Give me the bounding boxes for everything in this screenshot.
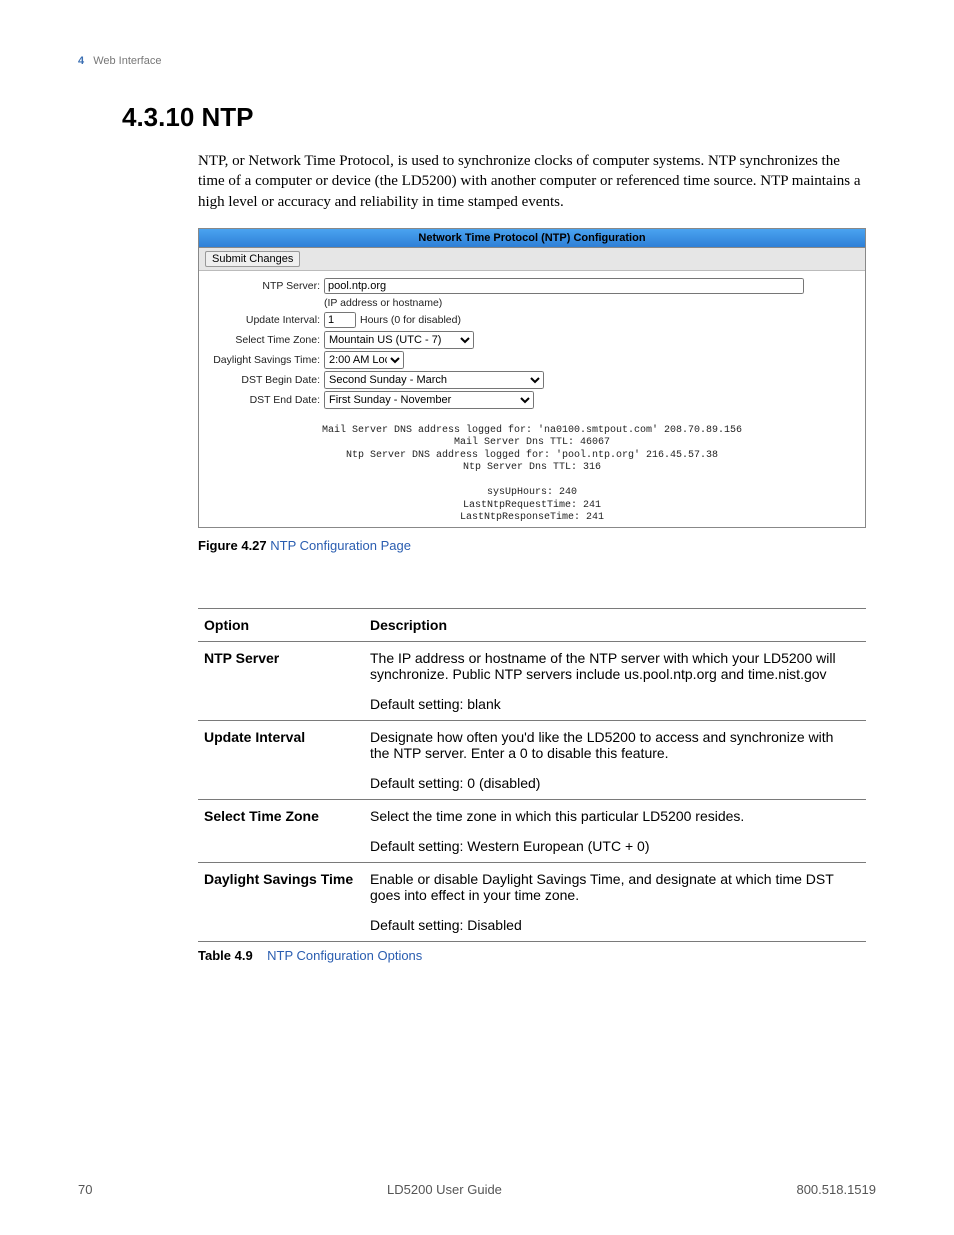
page-footer: 70 LD5200 User Guide 800.518.1519	[78, 1182, 876, 1197]
table-caption-text: NTP Configuration Options	[267, 948, 422, 963]
intro-paragraph: NTP, or Network Time Protocol, is used t…	[198, 151, 866, 212]
dst-begin-select[interactable]: Second Sunday - March	[324, 371, 544, 389]
option-description: Select the time zone in which this parti…	[364, 799, 866, 862]
footer-page-number: 70	[78, 1182, 92, 1197]
screenshot-toolbar: Submit Changes	[199, 248, 865, 271]
table-caption-number: Table 4.9	[198, 948, 253, 963]
ntp-config-screenshot: Network Time Protocol (NTP) Configuratio…	[198, 228, 866, 528]
table-row: Update Interval Designate how often you'…	[198, 720, 866, 799]
dst-select[interactable]: 2:00 AM Local	[324, 351, 404, 369]
footer-right: 800.518.1519	[796, 1182, 876, 1197]
table-row: Daylight Savings Time Enable or disable …	[198, 862, 866, 941]
table-caption: Table 4.9 NTP Configuration Options	[198, 948, 876, 963]
table-row: Select Time Zone Select the time zone in…	[198, 799, 866, 862]
chapter-number: 4	[78, 55, 84, 67]
ntp-server-label: NTP Server:	[205, 280, 324, 292]
ntp-server-hint: (IP address or hostname)	[324, 297, 442, 309]
section-heading: 4.3.10 NTP	[122, 102, 876, 133]
page-header: 4 Web Interface	[78, 55, 876, 67]
footer-center: LD5200 User Guide	[387, 1182, 502, 1197]
dst-end-label: DST End Date:	[205, 394, 324, 406]
ntp-server-input[interactable]	[324, 278, 804, 294]
dst-label: Daylight Savings Time:	[205, 354, 324, 366]
dst-begin-label: DST Begin Date:	[205, 374, 324, 386]
timezone-select[interactable]: Mountain US (UTC - 7)	[324, 331, 474, 349]
dst-end-select[interactable]: First Sunday - November	[324, 391, 534, 409]
table-header-description: Description	[364, 608, 866, 641]
table-header-option: Option	[198, 608, 364, 641]
option-description: Enable or disable Daylight Savings Time,…	[364, 862, 866, 941]
option-description: The IP address or hostname of the NTP se…	[364, 641, 866, 720]
screenshot-titlebar: Network Time Protocol (NTP) Configuratio…	[199, 229, 865, 248]
submit-changes-button[interactable]: Submit Changes	[205, 251, 300, 267]
option-name: Select Time Zone	[198, 799, 364, 862]
update-interval-label: Update Interval:	[205, 314, 324, 326]
figure-caption-number: Figure 4.27	[198, 538, 267, 553]
ntp-options-table: Option Description NTP Server The IP add…	[198, 608, 866, 942]
figure-caption: Figure 4.27 NTP Configuration Page	[198, 538, 876, 553]
option-name: Daylight Savings Time	[198, 862, 364, 941]
timezone-label: Select Time Zone:	[205, 334, 324, 346]
update-interval-hint: Hours (0 for disabled)	[360, 314, 461, 326]
screenshot-log-output: Mail Server DNS address logged for: 'na0…	[199, 419, 865, 527]
chapter-title: Web Interface	[93, 55, 161, 67]
option-name: Update Interval	[198, 720, 364, 799]
table-row: NTP Server The IP address or hostname of…	[198, 641, 866, 720]
update-interval-input[interactable]	[324, 312, 356, 328]
option-name: NTP Server	[198, 641, 364, 720]
option-description: Designate how often you'd like the LD520…	[364, 720, 866, 799]
